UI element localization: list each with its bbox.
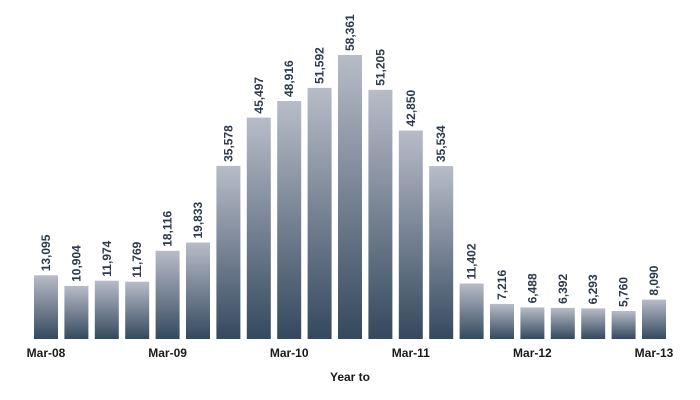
bar-dec-11 bbox=[490, 303, 514, 339]
bar-jun-08 bbox=[64, 285, 89, 339]
bar-sep-09 bbox=[216, 165, 241, 339]
x-tick-labels-layer: Mar-08 Mar-09 Mar-10 Mar-11 Mar-12 Mar-13 bbox=[27, 346, 674, 360]
value-label-mar-11: 42,850 bbox=[404, 89, 418, 126]
value-label-sep-09: 35,578 bbox=[221, 125, 235, 162]
value-label-sep-10: 58,361 bbox=[343, 14, 357, 51]
value-label-mar-12: 6,488 bbox=[525, 273, 539, 303]
bar-dec-12 bbox=[611, 311, 636, 339]
x-tick-mar-12: Mar-12 bbox=[513, 346, 552, 360]
bar-jun-11 bbox=[429, 166, 454, 339]
value-label-dec-10: 51,205 bbox=[373, 49, 387, 86]
value-label-jun-11: 35,534 bbox=[434, 125, 448, 162]
x-axis-title: Year to bbox=[330, 370, 370, 384]
value-label-sep-11: 11,402 bbox=[465, 243, 479, 279]
bar-jun-09 bbox=[186, 242, 210, 339]
value-label-dec-08: 11,769 bbox=[130, 241, 144, 277]
x-tick-mar-11: Mar-11 bbox=[392, 346, 430, 360]
x-tick-mar-10: Mar-10 bbox=[270, 346, 309, 360]
bar-dec-08 bbox=[125, 281, 150, 339]
bar-mar-08 bbox=[34, 275, 58, 339]
value-label-jun-12: 6,392 bbox=[556, 274, 570, 304]
value-label-jun-08: 10,904 bbox=[69, 245, 83, 282]
bar-sep-11 bbox=[459, 283, 484, 339]
x-tick-mar-13: Mar-13 bbox=[635, 346, 674, 360]
value-label-mar-13: 8,090 bbox=[647, 265, 661, 295]
value-label-jun-10: 51,592 bbox=[313, 47, 327, 84]
bar-sep-10 bbox=[338, 55, 362, 339]
bar-sep-08 bbox=[94, 280, 119, 339]
bar-sep-12 bbox=[581, 308, 606, 339]
value-label-mar-08: 13,095 bbox=[39, 234, 53, 271]
value-label-dec-09: 45,497 bbox=[252, 77, 266, 114]
bar-dec-09 bbox=[246, 117, 271, 339]
value-label-dec-11: 7,216 bbox=[495, 270, 509, 300]
bar-mar-11 bbox=[398, 130, 423, 339]
bar-mar-12 bbox=[520, 307, 545, 339]
value-label-sep-08: 11,974 bbox=[100, 240, 114, 276]
x-tick-mar-09: Mar-09 bbox=[148, 346, 187, 360]
value-label-jun-09: 19,833 bbox=[191, 201, 205, 238]
bar-mar-09 bbox=[155, 250, 180, 339]
bar-mar-10 bbox=[277, 101, 302, 339]
value-labels-layer: 13,095 10,904 11,974 11,769 18,116 19,833 35,5… bbox=[39, 14, 661, 307]
x-tick-mar-08: Mar-08 bbox=[27, 346, 66, 360]
bar-dec-10 bbox=[368, 89, 393, 339]
bar-jun-10 bbox=[307, 87, 332, 340]
bar-jun-12 bbox=[550, 307, 575, 339]
value-label-dec-12: 5,760 bbox=[617, 277, 631, 307]
bars-layer bbox=[34, 55, 666, 340]
value-label-mar-10: 48,916 bbox=[282, 60, 296, 97]
value-label-mar-09: 18,116 bbox=[161, 210, 175, 246]
value-label-sep-12: 6,293 bbox=[586, 274, 600, 304]
bar-mar-13 bbox=[642, 299, 666, 339]
